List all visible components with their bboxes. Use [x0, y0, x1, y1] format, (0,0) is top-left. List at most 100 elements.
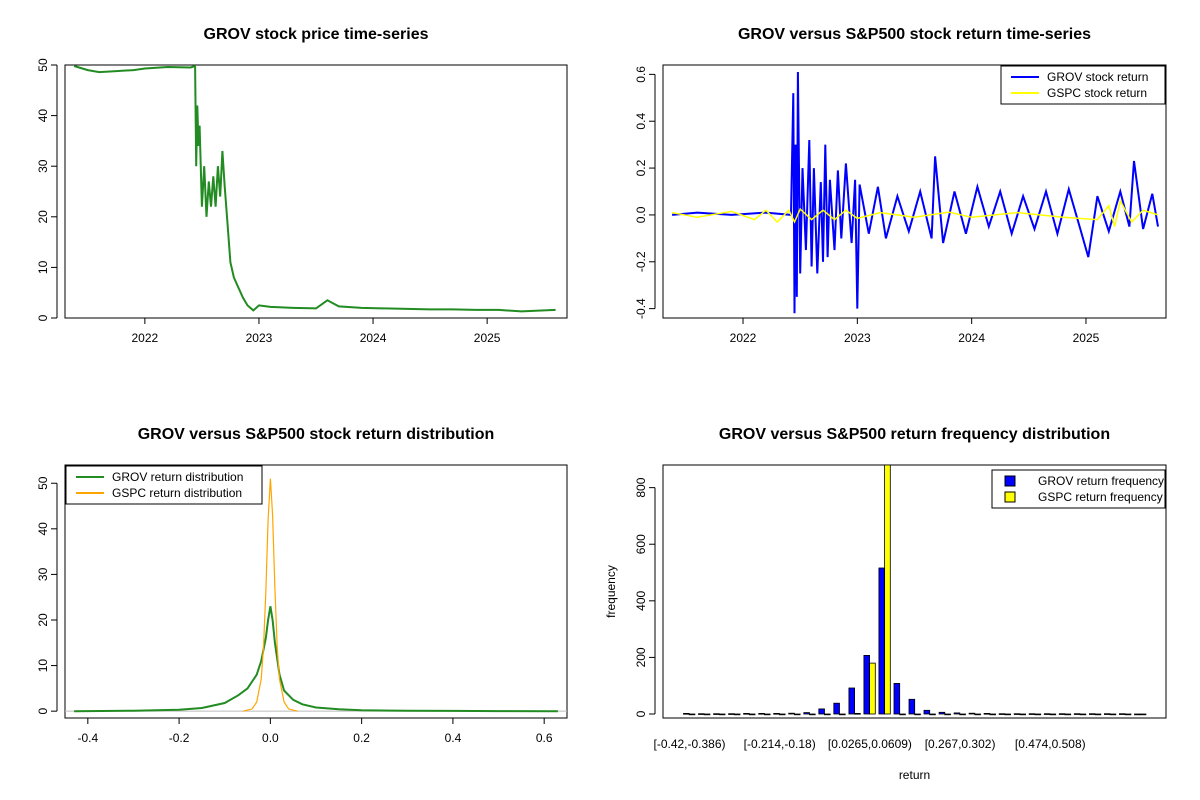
- bar-gspc: [1124, 713, 1132, 716]
- bar-grov: [878, 567, 886, 715]
- bar-grov: [1104, 713, 1111, 715]
- bar-gspc: [869, 662, 876, 715]
- x-tick-label: 0.0: [262, 731, 279, 745]
- bar-grov: [683, 713, 690, 715]
- panel-price-timeseries: GROV stock price time-series 2022 2023 2024…: [36, 26, 568, 345]
- y-tick-label: 400: [634, 590, 648, 610]
- y-tick-label: 30: [36, 567, 50, 581]
- legend-box: [1000, 65, 1166, 105]
- y-tick-label: 10: [36, 260, 50, 274]
- bar-grov: [743, 713, 750, 715]
- bar-gspc: [989, 713, 997, 716]
- bar-grov: [758, 713, 765, 715]
- bar-gspc: [794, 713, 801, 716]
- y-tick-label: 0: [36, 314, 50, 321]
- bar-gspc: [703, 713, 711, 716]
- bar-grov: [998, 713, 1006, 715]
- x-tick-label: 2025: [1073, 331, 1100, 345]
- x-tick-label: 2024: [360, 331, 387, 345]
- x-tick-label: 2025: [474, 331, 501, 345]
- y-tick-label: -0.4: [634, 298, 648, 319]
- y-tick-label: 50: [36, 476, 50, 490]
- bar-gspc: [1004, 713, 1012, 716]
- legend-label: GSPC stock return: [1047, 86, 1147, 100]
- bar-grov: [1028, 713, 1036, 715]
- bar-grov: [713, 713, 720, 715]
- x-tick-label: 2024: [958, 331, 985, 345]
- bar-grov: [908, 698, 916, 715]
- bar-gspc: [899, 713, 906, 716]
- y-tick-label: 600: [634, 534, 648, 554]
- x-category-label: [-0.42,-0.386): [653, 737, 725, 751]
- legend-label: GROV stock return: [1047, 70, 1148, 84]
- plot-frame: [64, 64, 568, 319]
- bar-gspc: [1049, 713, 1057, 716]
- x-tick-label: 0.4: [445, 731, 462, 745]
- bar-grov: [803, 712, 810, 715]
- x-tick-label: 2022: [132, 331, 159, 345]
- bar-grov: [1043, 713, 1051, 715]
- bar-grov: [968, 712, 976, 715]
- y-tick-label: 30: [36, 159, 50, 173]
- legend-label: GSPC return frequency: [1038, 490, 1163, 504]
- panel-return-distribution: GROV versus S&P500 stock return distribu…: [36, 426, 568, 745]
- plot-frame: [662, 464, 1167, 719]
- bar-gspc: [1019, 713, 1027, 716]
- bar-gspc: [748, 713, 756, 716]
- bar-gspc: [824, 713, 831, 716]
- bar-gspc: [1079, 713, 1087, 716]
- y-tick-label: 0.6: [634, 66, 648, 83]
- bar-grov: [983, 713, 991, 715]
- x-category-label: [0.474,0.508): [1015, 737, 1086, 751]
- bar-grov: [1073, 713, 1081, 715]
- bar-gspc: [1094, 713, 1102, 716]
- bar-grov: [818, 708, 825, 715]
- y-tick-label: 50: [36, 58, 50, 72]
- legend-swatch: [1004, 491, 1016, 503]
- bar-gspc: [733, 713, 741, 716]
- bar-gspc: [839, 713, 846, 716]
- bar-grov: [893, 683, 901, 715]
- y-tick-label: 40: [36, 109, 50, 123]
- bar-gspc: [974, 713, 981, 716]
- bar-gspc: [914, 713, 921, 716]
- series-line-grov-density: [74, 606, 558, 713]
- y-tick-label: 40: [36, 522, 50, 536]
- x-tick-label: 0.2: [353, 731, 370, 745]
- bar-grov: [788, 712, 795, 715]
- y-tick-label: 0.2: [634, 159, 648, 176]
- chart-title: GROV versus S&P500 stock return time-ser…: [738, 26, 1091, 43]
- bar-gspc: [688, 713, 696, 716]
- series-line-grov-return: [672, 71, 1159, 314]
- x-category-label: [0.0265,0.0609): [828, 737, 912, 751]
- bar-gspc: [929, 713, 936, 716]
- y-tick-label: 200: [634, 647, 648, 667]
- bar-gspc: [764, 713, 771, 716]
- legend-label: GROV return distribution: [112, 470, 243, 484]
- bar-gspc: [854, 713, 861, 715]
- x-tick-label: 2023: [844, 331, 871, 345]
- x-axis-title: return: [899, 768, 930, 782]
- panel-return-timeseries: GROV versus S&P500 stock return time-ser…: [634, 26, 1167, 345]
- legend-swatch: [1004, 475, 1016, 487]
- y-tick-label: 10: [36, 659, 50, 673]
- bar-grov: [848, 687, 856, 715]
- bar-grov: [1013, 713, 1021, 715]
- chart-title: GROV versus S&P500 stock return distribu…: [138, 426, 495, 443]
- bar-grov: [1089, 713, 1096, 715]
- y-tick-label: -0.2: [634, 251, 648, 272]
- chart-title: GROV stock price time-series: [204, 26, 429, 43]
- bar-grov: [833, 702, 840, 715]
- chart-title: GROV versus S&P500 return frequency dist…: [719, 426, 1110, 443]
- y-tick-label: 0: [634, 710, 648, 717]
- y-tick-label: 800: [634, 477, 648, 497]
- legend-box: [65, 465, 263, 505]
- bar-grov: [1134, 713, 1141, 716]
- bar-gspc: [779, 713, 786, 716]
- bar-grov: [1058, 713, 1066, 715]
- y-tick-label: 20: [36, 210, 50, 224]
- y-tick-label: 0.4: [634, 113, 648, 130]
- series-line-grov-price: [73, 65, 556, 313]
- bar-gspc: [1064, 713, 1072, 716]
